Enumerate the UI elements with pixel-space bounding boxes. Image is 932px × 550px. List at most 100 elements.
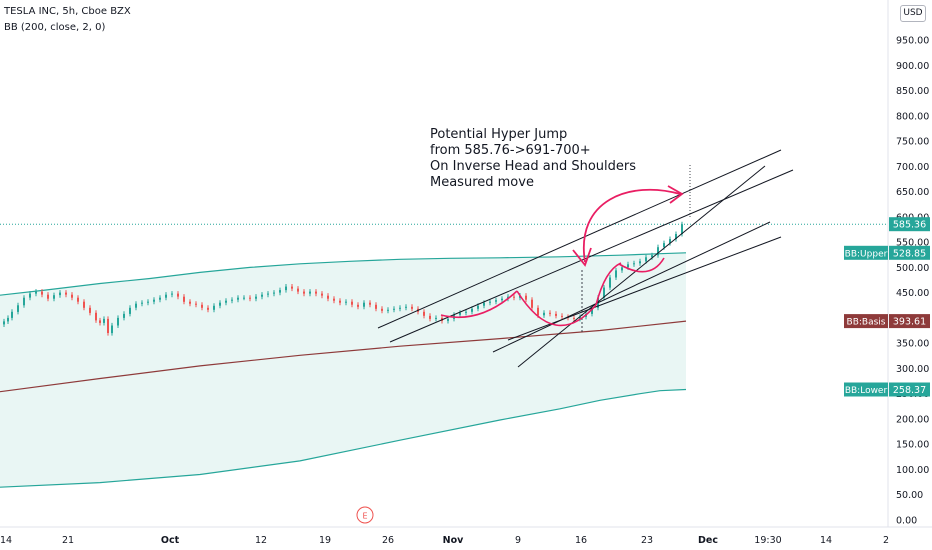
candle-body [363,302,365,307]
bollinger-bands [0,252,687,488]
candle-body [65,292,67,295]
earnings-marker [356,506,374,524]
x-tick-label: 23 [641,535,653,546]
candle-body [435,317,437,319]
earnings-marker-label: E [362,512,367,521]
annotation-line: from 585.76->691-700+ [430,143,591,158]
candle-body [615,270,617,278]
candle-body [357,304,359,307]
candle-body [621,267,623,271]
price-tag-text: 258.37 [893,385,926,396]
annotation-line: Potential Hyper Jump [430,127,567,142]
x-tick-label: Oct [161,535,180,546]
candle-body [447,318,449,321]
candle-body [237,297,239,300]
candle-body [135,303,137,308]
candle-body [393,308,395,310]
price-tag [889,217,930,232]
candle-body [165,294,167,298]
candle-body [651,255,653,258]
candle-body [153,299,155,302]
series-name-text: BB:Lower [845,386,888,396]
annotation-line: On Inverse Head and Shoulders [430,159,636,174]
price-tag-text: 585.36 [893,220,926,231]
candle-body [549,312,551,314]
pattern-arc [618,257,665,273]
y-tick-label: 450.00 [896,288,929,299]
candle-body [77,297,79,302]
candle-body [303,291,305,294]
candle-body [249,297,251,299]
candle-body [41,291,43,295]
candle-body [35,291,37,294]
trend-drawings[interactable] [0,149,888,368]
x-tick-label: 12 [255,535,267,546]
arrow-head [572,247,592,267]
candle-body [579,316,581,319]
arrow-head [667,185,684,204]
candle-body [663,243,665,248]
y-tick-label: 650.00 [896,187,929,198]
bb-basis-line [0,320,687,393]
candle-body [315,291,317,294]
candle-body [261,294,263,297]
x-tick-label: 26 [382,535,394,546]
candle-body [561,315,563,317]
candle-body [23,297,25,306]
candle-body [351,301,353,305]
y-tick-label: 100.00 [896,465,929,476]
candle-body [207,307,209,310]
candle-body [387,309,389,311]
price-tag [889,314,930,329]
candle-body [531,299,533,308]
candle-body [399,307,401,309]
y-tick-label: 350.00 [896,339,929,350]
price-tag-text: 393.61 [893,317,926,328]
y-tick-label: 150.00 [896,440,929,451]
candle-body [501,298,503,301]
candle-body [639,261,641,264]
candle-body [459,312,461,315]
x-tick-label: 21 [62,535,74,546]
candle-body [423,311,425,316]
candle-body [183,296,185,302]
indicator-legend[interactable]: BB (200, close, 2, 0) [4,22,106,33]
x-tick-label: 14 [820,535,832,546]
candle-body [477,305,479,309]
candle-body [71,294,73,298]
candle-body [495,300,497,302]
candle-body [83,301,85,308]
y-tick-label: 50.00 [896,490,923,501]
annotation-line: Measured move [430,175,534,190]
series-name-text: BB:Upper [845,249,888,259]
x-tick-label: 14 [0,535,12,546]
price-tag [889,245,930,260]
y-tick-label: 700.00 [896,162,929,173]
candle-body [573,317,575,319]
candle-body [95,312,97,321]
candle-body [171,293,173,295]
candle-body [47,294,49,299]
candle-body [231,299,233,301]
candle-body [267,293,269,295]
series-name-tag [844,382,888,397]
candle-body [219,302,221,306]
candle-body [627,264,629,268]
candle-body [103,318,105,323]
y-tick-label: 500.00 [896,263,929,274]
y-tick-label: 0.00 [896,516,917,527]
price-labels: 585.36 BB:Upper 528.85 BB:Basis 393.61 BB:Low… [844,217,930,397]
y-tick-label: 550.00 [896,238,929,249]
candle-body [53,295,55,299]
candle-body [321,293,323,296]
candle-body [279,290,281,293]
candle-body [645,257,647,262]
price-tag [889,382,930,397]
candle-body [297,288,299,292]
x-tick-label: 9 [515,535,521,546]
currency-button[interactable]: USD [900,5,926,22]
candle-body [309,291,311,294]
pattern-arc [440,290,518,319]
